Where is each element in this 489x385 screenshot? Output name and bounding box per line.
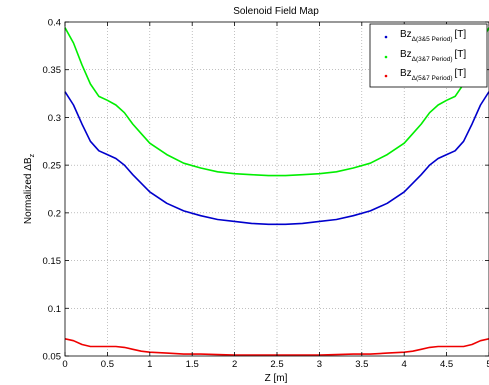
- legend-marker-1: [385, 36, 388, 39]
- legend: BzΔ(3&5 Period) [T]BzΔ(3&7 Period) [T]BzΔ(…: [370, 24, 487, 87]
- y-tick-label: 0.05: [43, 352, 62, 363]
- x-tick-label: 2.5: [270, 359, 283, 370]
- legend-entry-main: Bz: [400, 68, 412, 79]
- legend-entry-unit: [T]: [455, 29, 467, 40]
- x-tick-label: 3: [317, 359, 322, 370]
- legend-entry-sub: Δ(3&7 Period): [412, 56, 453, 63]
- y-axis-label-main: Normalized ΔB: [23, 157, 34, 224]
- legend-entry-unit: [T]: [455, 68, 467, 79]
- x-tick-label: 0: [62, 359, 67, 370]
- legend-entry-sub: Δ(5&7 Period): [412, 75, 453, 82]
- x-tick-label: 1.5: [186, 359, 199, 370]
- y-tick-label: 0.3: [48, 113, 61, 124]
- legend-marker-2: [385, 56, 388, 59]
- y-tick-label: 0.35: [43, 65, 62, 76]
- legend-entry-main: Bz: [400, 29, 412, 40]
- x-tick-label: 3.5: [355, 359, 368, 370]
- y-tick-label: 0.15: [43, 256, 62, 267]
- x-tick-label: 4.5: [440, 359, 453, 370]
- y-tick-label: 0.2: [48, 208, 61, 219]
- chart-title: Solenoid Field Map: [233, 6, 319, 17]
- legend-entry-main: Bz: [400, 49, 412, 60]
- legend-entry-unit: [T]: [455, 49, 467, 60]
- y-tick-label: 0.4: [48, 18, 61, 29]
- x-tick-label: 4: [402, 359, 407, 370]
- y-axis-label-sub: z: [29, 153, 36, 157]
- x-tick-label: 2: [232, 359, 237, 370]
- legend-entry-sub: Δ(3&5 Period): [412, 36, 453, 43]
- legend-marker-3: [385, 75, 388, 78]
- y-tick-label: 0.25: [43, 161, 62, 172]
- x-axis-label: Z [m]: [265, 373, 288, 384]
- x-tick-label: 1: [147, 359, 152, 370]
- y-tick-label: 0.1: [48, 304, 61, 315]
- x-tick-label: 0.5: [101, 359, 114, 370]
